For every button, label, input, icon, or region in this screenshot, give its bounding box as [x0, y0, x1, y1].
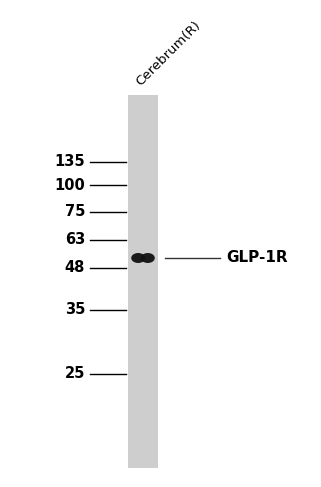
Text: GLP-1R: GLP-1R	[226, 250, 288, 265]
Ellipse shape	[141, 253, 155, 263]
Text: 48: 48	[65, 261, 85, 276]
Text: 135: 135	[54, 154, 85, 169]
Text: 63: 63	[65, 232, 85, 247]
Bar	[128, 95, 158, 468]
Ellipse shape	[131, 253, 145, 263]
Text: 35: 35	[65, 302, 85, 318]
Text: 75: 75	[65, 205, 85, 220]
Text: 100: 100	[54, 177, 85, 192]
Text: 25: 25	[65, 367, 85, 381]
Text: Cerebrum(R): Cerebrum(R)	[134, 18, 204, 88]
